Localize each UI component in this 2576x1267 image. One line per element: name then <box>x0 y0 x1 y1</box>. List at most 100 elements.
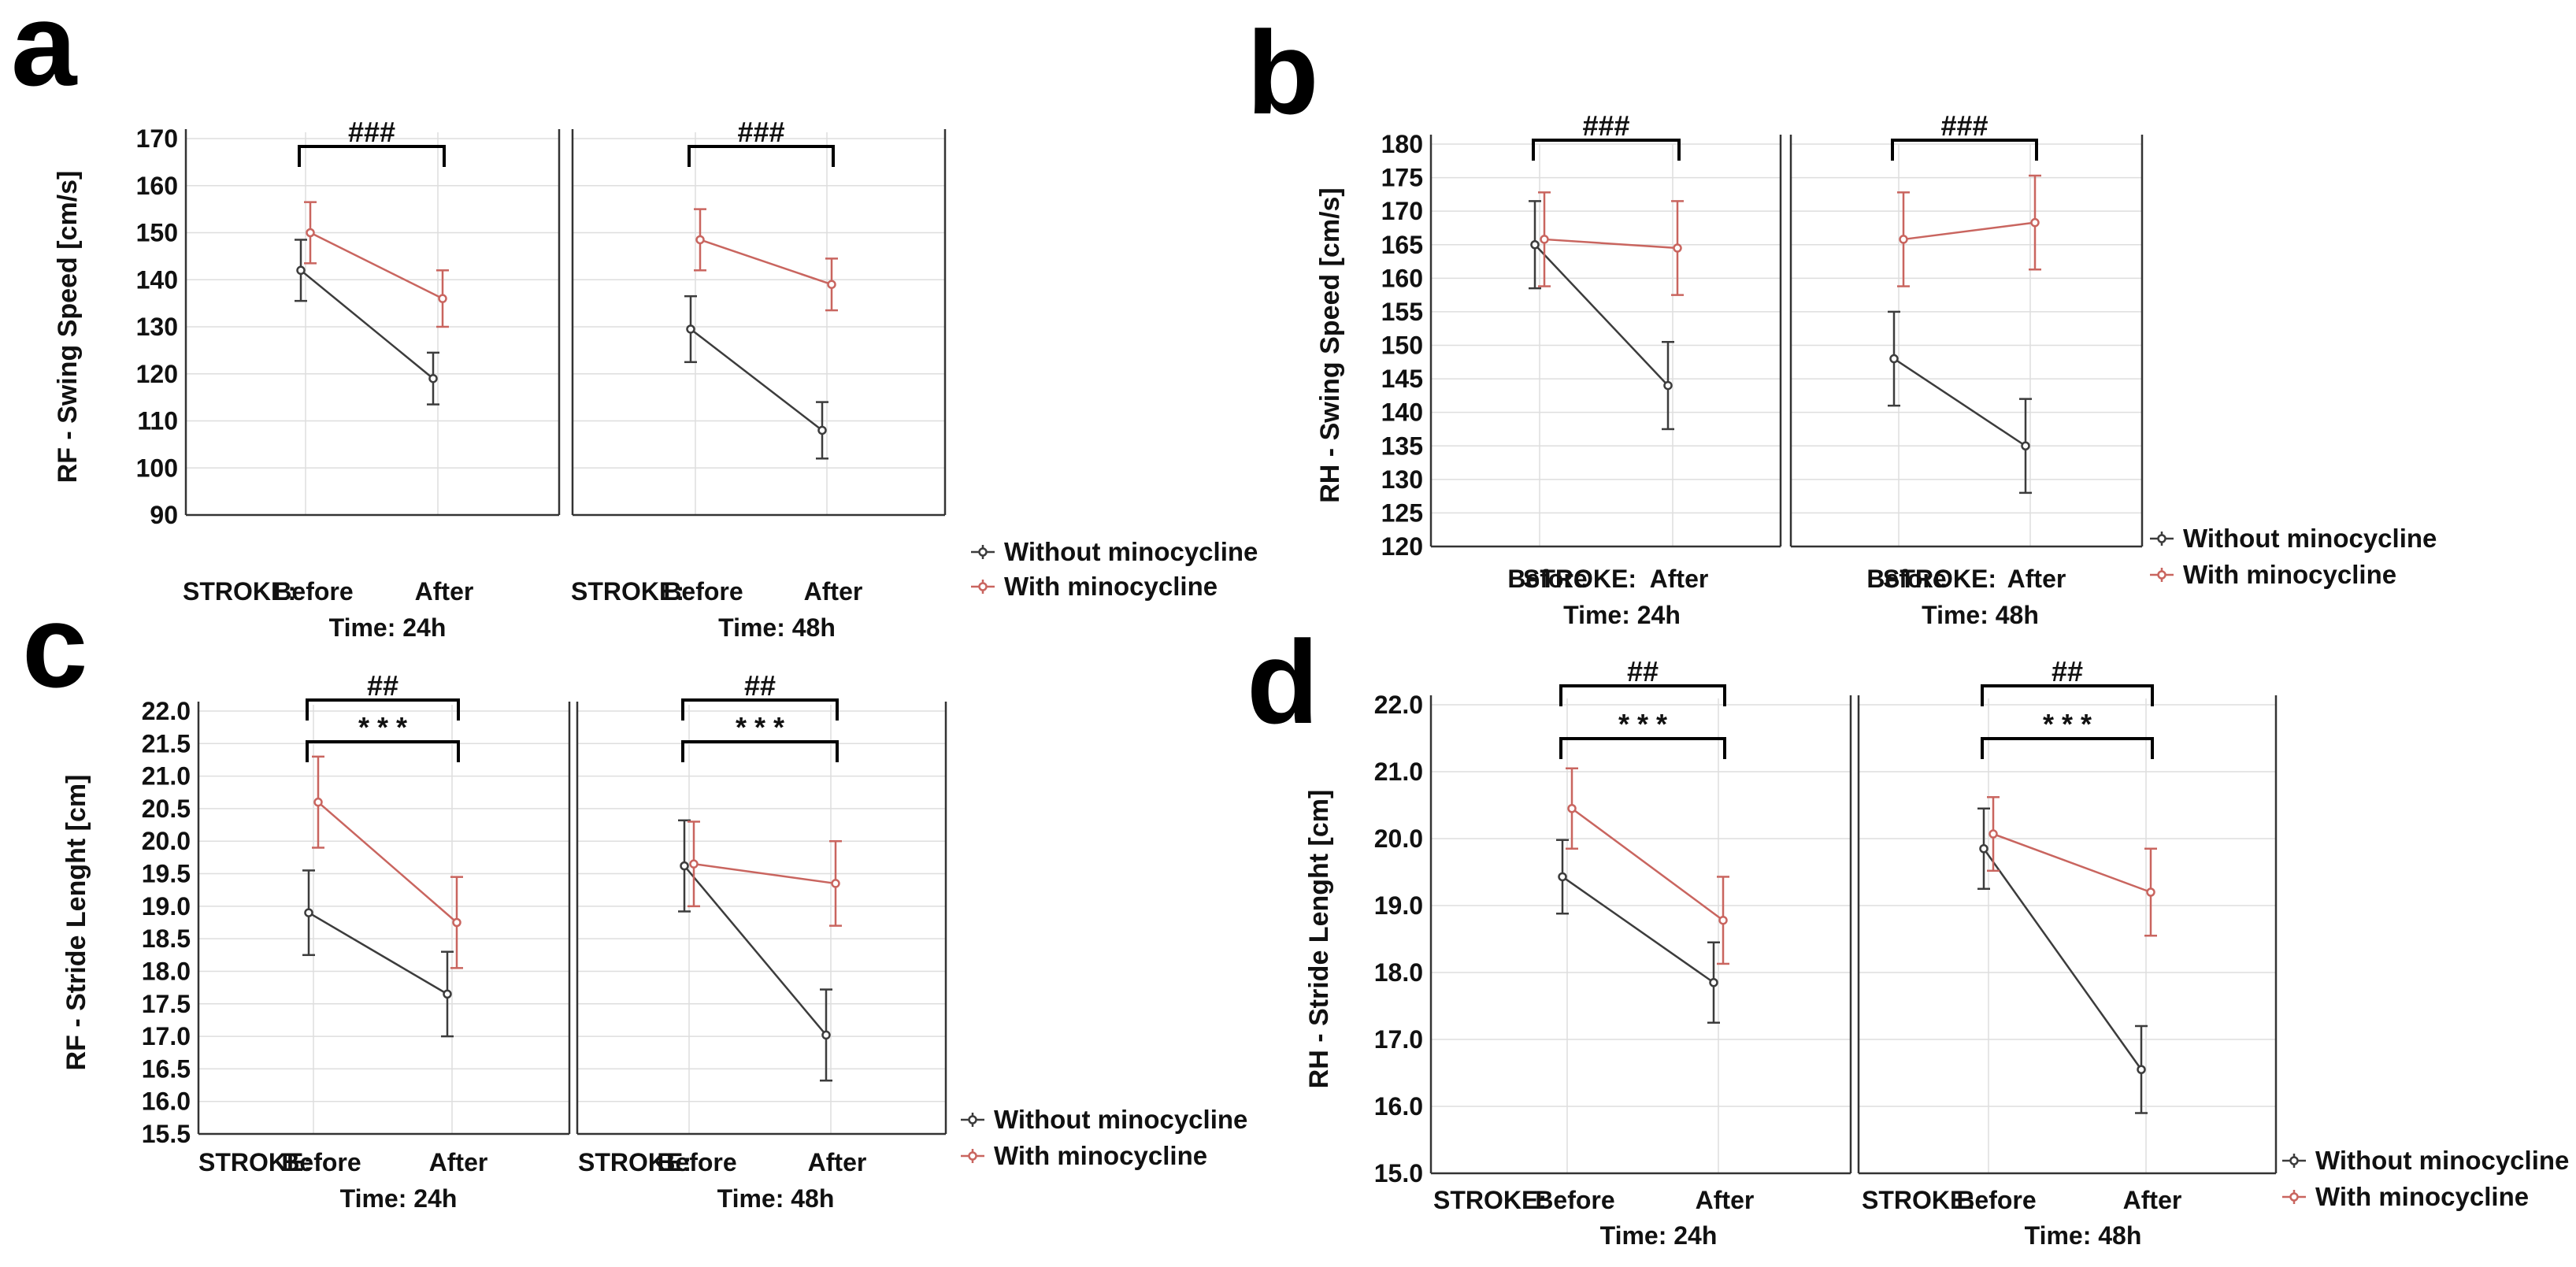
data-point-without <box>304 908 313 917</box>
significance-label: ### <box>348 116 395 148</box>
data-point-with <box>2030 217 2040 228</box>
subplot-48h: ## * * * STROKE:Before After Time: 48h <box>576 669 947 1213</box>
legend-item-with: With minocycline <box>1004 572 1218 601</box>
y-axis-label: RH - Stride Lenght [cm] <box>1304 790 1334 1089</box>
subplot-48h: ### STROKE:Before After Time: 48h <box>571 116 947 642</box>
series-line-without <box>308 912 448 995</box>
y-tick-label: 120 <box>1381 532 1423 561</box>
time-label: Time: 48h <box>1922 601 2039 629</box>
y-tick-label: 18.0 <box>142 957 191 985</box>
significance-bracket <box>1981 737 2154 759</box>
series-line-without <box>1562 876 1714 984</box>
y-tick-label: 90 <box>150 501 178 529</box>
y-tick-label: 20.5 <box>142 795 191 823</box>
x-axis-prefix: STROKE: <box>1883 565 1996 593</box>
x-tick-label: After <box>415 577 474 606</box>
x-axis-prefix: STROKE: <box>198 1148 312 1176</box>
y-tick-label: 180 <box>1381 130 1423 158</box>
y-tick-label: 19.0 <box>1374 891 1423 920</box>
data-point-with <box>1718 915 1728 925</box>
y-axis-label: RF - Swing Speed [cm/s] <box>53 171 83 483</box>
y-tick-label: 17.0 <box>1374 1025 1423 1054</box>
data-point-without <box>2021 441 2030 450</box>
y-tick-label: 21.0 <box>1374 758 1423 786</box>
significance-bracket <box>306 740 460 762</box>
significance-bracket <box>1981 684 2154 706</box>
significance-label: ### <box>1940 109 1988 142</box>
y-tick-label: 150 <box>1381 332 1423 360</box>
y-tick-label: 15.0 <box>1374 1159 1423 1187</box>
significance-bracket <box>298 145 446 167</box>
series-line-with <box>693 862 836 885</box>
legend: Without minocycline With minocycline <box>2282 1146 2569 1211</box>
y-tick-label: 145 <box>1381 365 1423 393</box>
y-tick-label: 19.5 <box>142 860 191 888</box>
time-label: Time: 48h <box>2025 1221 2142 1250</box>
legend-item-without: Without minocycline <box>994 1105 1247 1134</box>
data-point-with <box>313 797 323 807</box>
data-point-without <box>428 373 438 383</box>
significance-label: ## <box>367 669 398 702</box>
x-tick-label: Before <box>1866 565 1946 593</box>
x-tick-label: After <box>808 1148 867 1176</box>
panel-letter: a <box>11 0 78 110</box>
y-tick-label: 21.0 <box>142 762 191 791</box>
legend-swatch-marker <box>2289 1192 2299 1202</box>
data-point-without <box>1558 872 1567 882</box>
x-axis-prefix: STROKE: <box>571 577 684 606</box>
data-point-without <box>1709 978 1718 987</box>
legend-item-without: Without minocycline <box>1004 537 1258 566</box>
y-tick-label: 140 <box>1381 398 1423 427</box>
data-point-with <box>831 879 840 888</box>
series-line-without <box>1534 243 1669 387</box>
subplot-24h: ## * * * STROKE:Before After Time: 24h <box>1429 655 1852 1250</box>
time-label: Time: 48h <box>718 613 836 642</box>
significance-label: * * * <box>736 711 784 743</box>
legend-swatch-marker <box>2289 1156 2299 1165</box>
data-point-without <box>1889 354 1899 364</box>
data-point-without <box>817 425 827 435</box>
series-line-without <box>1982 848 2143 1070</box>
significance-bracket <box>1559 737 1726 759</box>
subplot-24h: ### STROKE:Before After Time: 24h <box>1429 109 1782 629</box>
data-point-with <box>2146 887 2155 897</box>
y-tick-label: 17.0 <box>142 1022 191 1050</box>
panel-c: c RF - Stride Lenght [cm] 15.5 16.0 16.5 17.0… <box>22 580 1247 1213</box>
panel-b: b RH - Swing Speed [cm/s] 120 125 130 135 140 1… <box>1247 6 2437 629</box>
legend: Without minocycline With minocycline <box>2150 524 2437 589</box>
significance-label: ## <box>2052 655 2083 687</box>
significance-label: * * * <box>1618 708 1667 740</box>
y-tick-label: 155 <box>1381 298 1423 326</box>
series-line-without <box>300 269 434 380</box>
x-axis-prefix: STROKE: <box>1862 1186 1975 1214</box>
data-point-with <box>827 280 836 289</box>
y-tick-label: 170 <box>1381 197 1423 225</box>
data-point-without <box>686 324 695 334</box>
x-tick-label: Before <box>663 577 743 606</box>
data-point-with <box>1673 243 1682 253</box>
x-axis-prefix: STROKE: <box>1523 565 1636 593</box>
x-axis-prefix: STROKE: <box>183 577 296 606</box>
significance-bracket <box>306 698 460 721</box>
significance-label: * * * <box>358 711 407 743</box>
significance-label: * * * <box>2043 708 2092 740</box>
panel-letter: c <box>22 580 87 712</box>
panel-letter: b <box>1247 6 1319 139</box>
data-point-with <box>1540 235 1549 244</box>
data-point-with <box>1899 235 1908 244</box>
legend-item-with: With minocycline <box>2183 560 2396 589</box>
series-line-without <box>690 328 823 432</box>
significance-label: ## <box>1627 655 1659 687</box>
legend-item-without: Without minocycline <box>2183 524 2437 553</box>
data-point-without <box>1663 380 1673 391</box>
data-point-with <box>306 228 315 238</box>
legend-item-without: Without minocycline <box>2315 1146 2569 1175</box>
series-line-with <box>309 232 443 300</box>
y-tick-label: 140 <box>136 265 178 294</box>
y-tick-label: 130 <box>1381 465 1423 494</box>
legend-swatch-marker <box>968 1115 977 1124</box>
x-tick-label: After <box>2123 1186 2182 1214</box>
legend: Without minocycline With minocycline <box>971 537 1258 601</box>
legend-swatch-marker <box>968 1151 977 1161</box>
